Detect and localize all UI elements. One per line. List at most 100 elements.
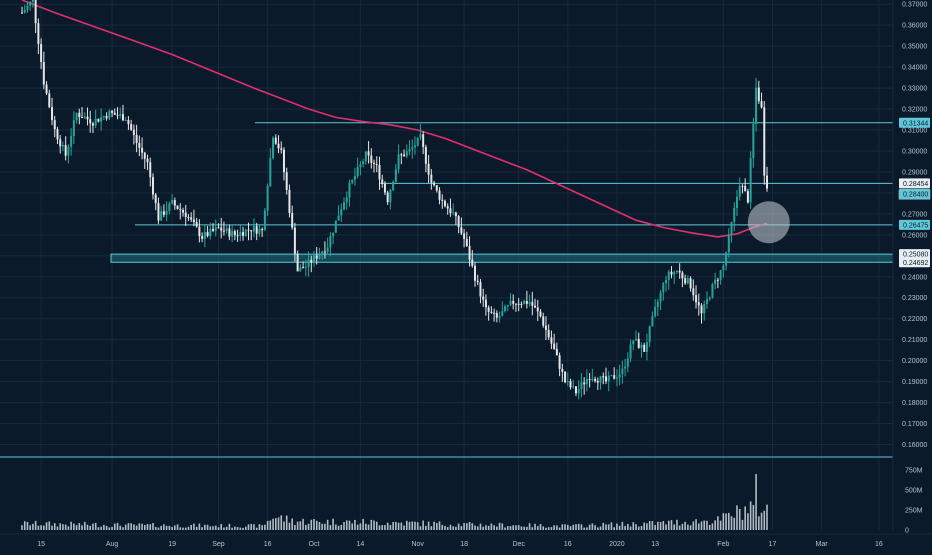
candle[interactable]	[42, 51, 45, 90]
candle[interactable]	[198, 219, 201, 243]
candle[interactable]	[531, 291, 534, 316]
candle[interactable]	[730, 221, 733, 243]
candle[interactable]	[383, 181, 386, 196]
candle[interactable]	[274, 134, 277, 145]
candle[interactable]	[304, 259, 307, 277]
candle[interactable]	[474, 262, 477, 287]
candle[interactable]	[59, 135, 62, 154]
candle[interactable]	[615, 369, 618, 387]
candle[interactable]	[176, 205, 179, 210]
candle[interactable]	[343, 197, 346, 211]
candle[interactable]	[490, 306, 493, 314]
candle[interactable]	[585, 369, 588, 392]
candle[interactable]	[239, 225, 242, 242]
candle[interactable]	[659, 289, 662, 310]
candle[interactable]	[318, 247, 321, 260]
candle[interactable]	[564, 371, 567, 384]
candle[interactable]	[165, 201, 168, 222]
candle[interactable]	[705, 291, 708, 309]
candle[interactable]	[675, 270, 678, 274]
candle[interactable]	[151, 173, 154, 200]
volume-layer[interactable]	[0, 456, 893, 530]
candle[interactable]	[113, 108, 116, 115]
candle[interactable]	[51, 97, 54, 126]
candle[interactable]	[517, 298, 520, 312]
candle[interactable]	[452, 203, 455, 216]
candle[interactable]	[635, 330, 638, 342]
candle[interactable]	[408, 140, 411, 156]
candle[interactable]	[244, 228, 247, 237]
candle[interactable]	[116, 107, 119, 120]
candle[interactable]	[735, 190, 738, 217]
candle[interactable]	[386, 190, 389, 206]
candle[interactable]	[138, 135, 141, 157]
candle[interactable]	[766, 166, 768, 192]
candle[interactable]	[629, 339, 632, 363]
candle[interactable]	[692, 279, 695, 301]
candle[interactable]	[433, 180, 436, 187]
candle[interactable]	[495, 310, 498, 323]
candle[interactable]	[266, 183, 269, 216]
candle[interactable]	[323, 241, 326, 259]
candle[interactable]	[738, 177, 741, 201]
candle[interactable]	[476, 274, 479, 286]
candle[interactable]	[670, 266, 673, 279]
candle[interactable]	[340, 203, 343, 223]
candle[interactable]	[618, 364, 621, 386]
candle[interactable]	[708, 296, 711, 302]
candle[interactable]	[689, 276, 692, 292]
candle[interactable]	[757, 80, 760, 104]
candle[interactable]	[602, 372, 605, 385]
candle[interactable]	[157, 197, 160, 224]
candle[interactable]	[381, 174, 384, 188]
candle[interactable]	[127, 116, 130, 130]
candle[interactable]	[561, 363, 564, 382]
candle[interactable]	[596, 377, 599, 390]
candle[interactable]	[332, 232, 335, 245]
candle[interactable]	[594, 376, 597, 383]
candle[interactable]	[498, 311, 501, 323]
candle[interactable]	[269, 148, 272, 188]
candle[interactable]	[362, 158, 365, 168]
candle[interactable]	[291, 205, 294, 230]
candle[interactable]	[479, 279, 482, 304]
candle[interactable]	[749, 151, 752, 209]
candle[interactable]	[667, 269, 670, 290]
candle[interactable]	[48, 89, 51, 108]
candle[interactable]	[574, 386, 577, 397]
candle[interactable]	[583, 377, 586, 395]
candle[interactable]	[550, 330, 553, 350]
candle[interactable]	[607, 371, 610, 392]
candle[interactable]	[512, 294, 515, 310]
candle[interactable]	[220, 217, 223, 239]
candle[interactable]	[130, 119, 133, 132]
candle[interactable]	[435, 185, 438, 193]
candle[interactable]	[741, 184, 744, 194]
candle[interactable]	[258, 225, 261, 237]
candle[interactable]	[733, 202, 736, 232]
candle[interactable]	[272, 136, 275, 160]
candle[interactable]	[247, 222, 250, 241]
candle[interactable]	[438, 187, 441, 205]
candle[interactable]	[307, 251, 310, 277]
candle[interactable]	[337, 205, 340, 221]
candle[interactable]	[23, 4, 26, 14]
candle[interactable]	[684, 274, 687, 285]
candle[interactable]	[78, 108, 81, 125]
candle[interactable]	[640, 342, 643, 358]
candle[interactable]	[572, 379, 575, 389]
moving-average-line[interactable]	[21, 0, 768, 238]
candle[interactable]	[81, 106, 84, 119]
candle[interactable]	[520, 301, 523, 309]
candle[interactable]	[34, 0, 37, 34]
candle[interactable]	[179, 203, 182, 220]
candle[interactable]	[449, 198, 452, 217]
candle[interactable]	[405, 144, 408, 159]
candle[interactable]	[168, 201, 171, 215]
candle[interactable]	[228, 224, 231, 241]
candle[interactable]	[542, 312, 545, 328]
candles-layer[interactable]	[21, 0, 768, 400]
candle[interactable]	[555, 342, 558, 356]
candle[interactable]	[643, 342, 646, 352]
